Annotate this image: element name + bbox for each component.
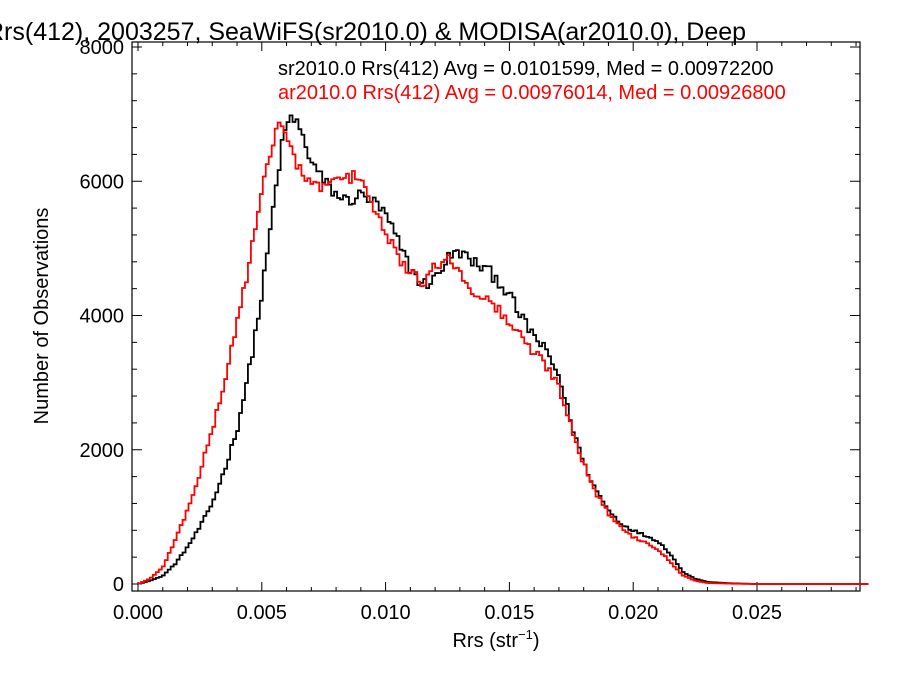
series-sr2010.0-histogram xyxy=(137,114,869,585)
chart-title: Rrs(412), 2003257, SeaWiFS(sr2010.0) & M… xyxy=(0,18,746,46)
x-tick-label: 0.005 xyxy=(237,602,287,624)
x-tick-label: 0.000 xyxy=(113,602,163,624)
x-tick-label: 0.020 xyxy=(608,602,658,624)
y-tick-label: 4000 xyxy=(80,306,125,328)
y-tick-label: 0 xyxy=(113,574,124,596)
y-tick-label: 6000 xyxy=(80,171,125,193)
annotation-layer: sr2010.0 Rrs(412) Avg = 0.0101599, Med =… xyxy=(278,58,786,104)
x-tick-label: 0.025 xyxy=(732,602,782,624)
y-axis-title: Number of Observations xyxy=(31,208,53,425)
axis-ticks: 0.000 0.005 0.010 0.015 0.020 0.025 0 2000 4000 6… xyxy=(80,37,860,624)
stats-annotation: sr2010.0 Rrs(412) Avg = 0.0101599, Med =… xyxy=(278,58,774,80)
stats-annotation: ar2010.0 Rrs(412) Avg = 0.00976014, Med … xyxy=(278,82,786,104)
y-tick-label: 2000 xyxy=(80,440,125,462)
x-tick-label: 0.010 xyxy=(361,602,411,624)
series-ar2010.0-histogram xyxy=(137,121,869,585)
plot-frame xyxy=(131,41,861,592)
x-axis-title: Rrs (str−1) xyxy=(452,627,539,652)
x-tick-label: 0.015 xyxy=(484,602,534,624)
series-layer xyxy=(137,114,869,585)
y-tick-label: 8000 xyxy=(80,37,125,59)
